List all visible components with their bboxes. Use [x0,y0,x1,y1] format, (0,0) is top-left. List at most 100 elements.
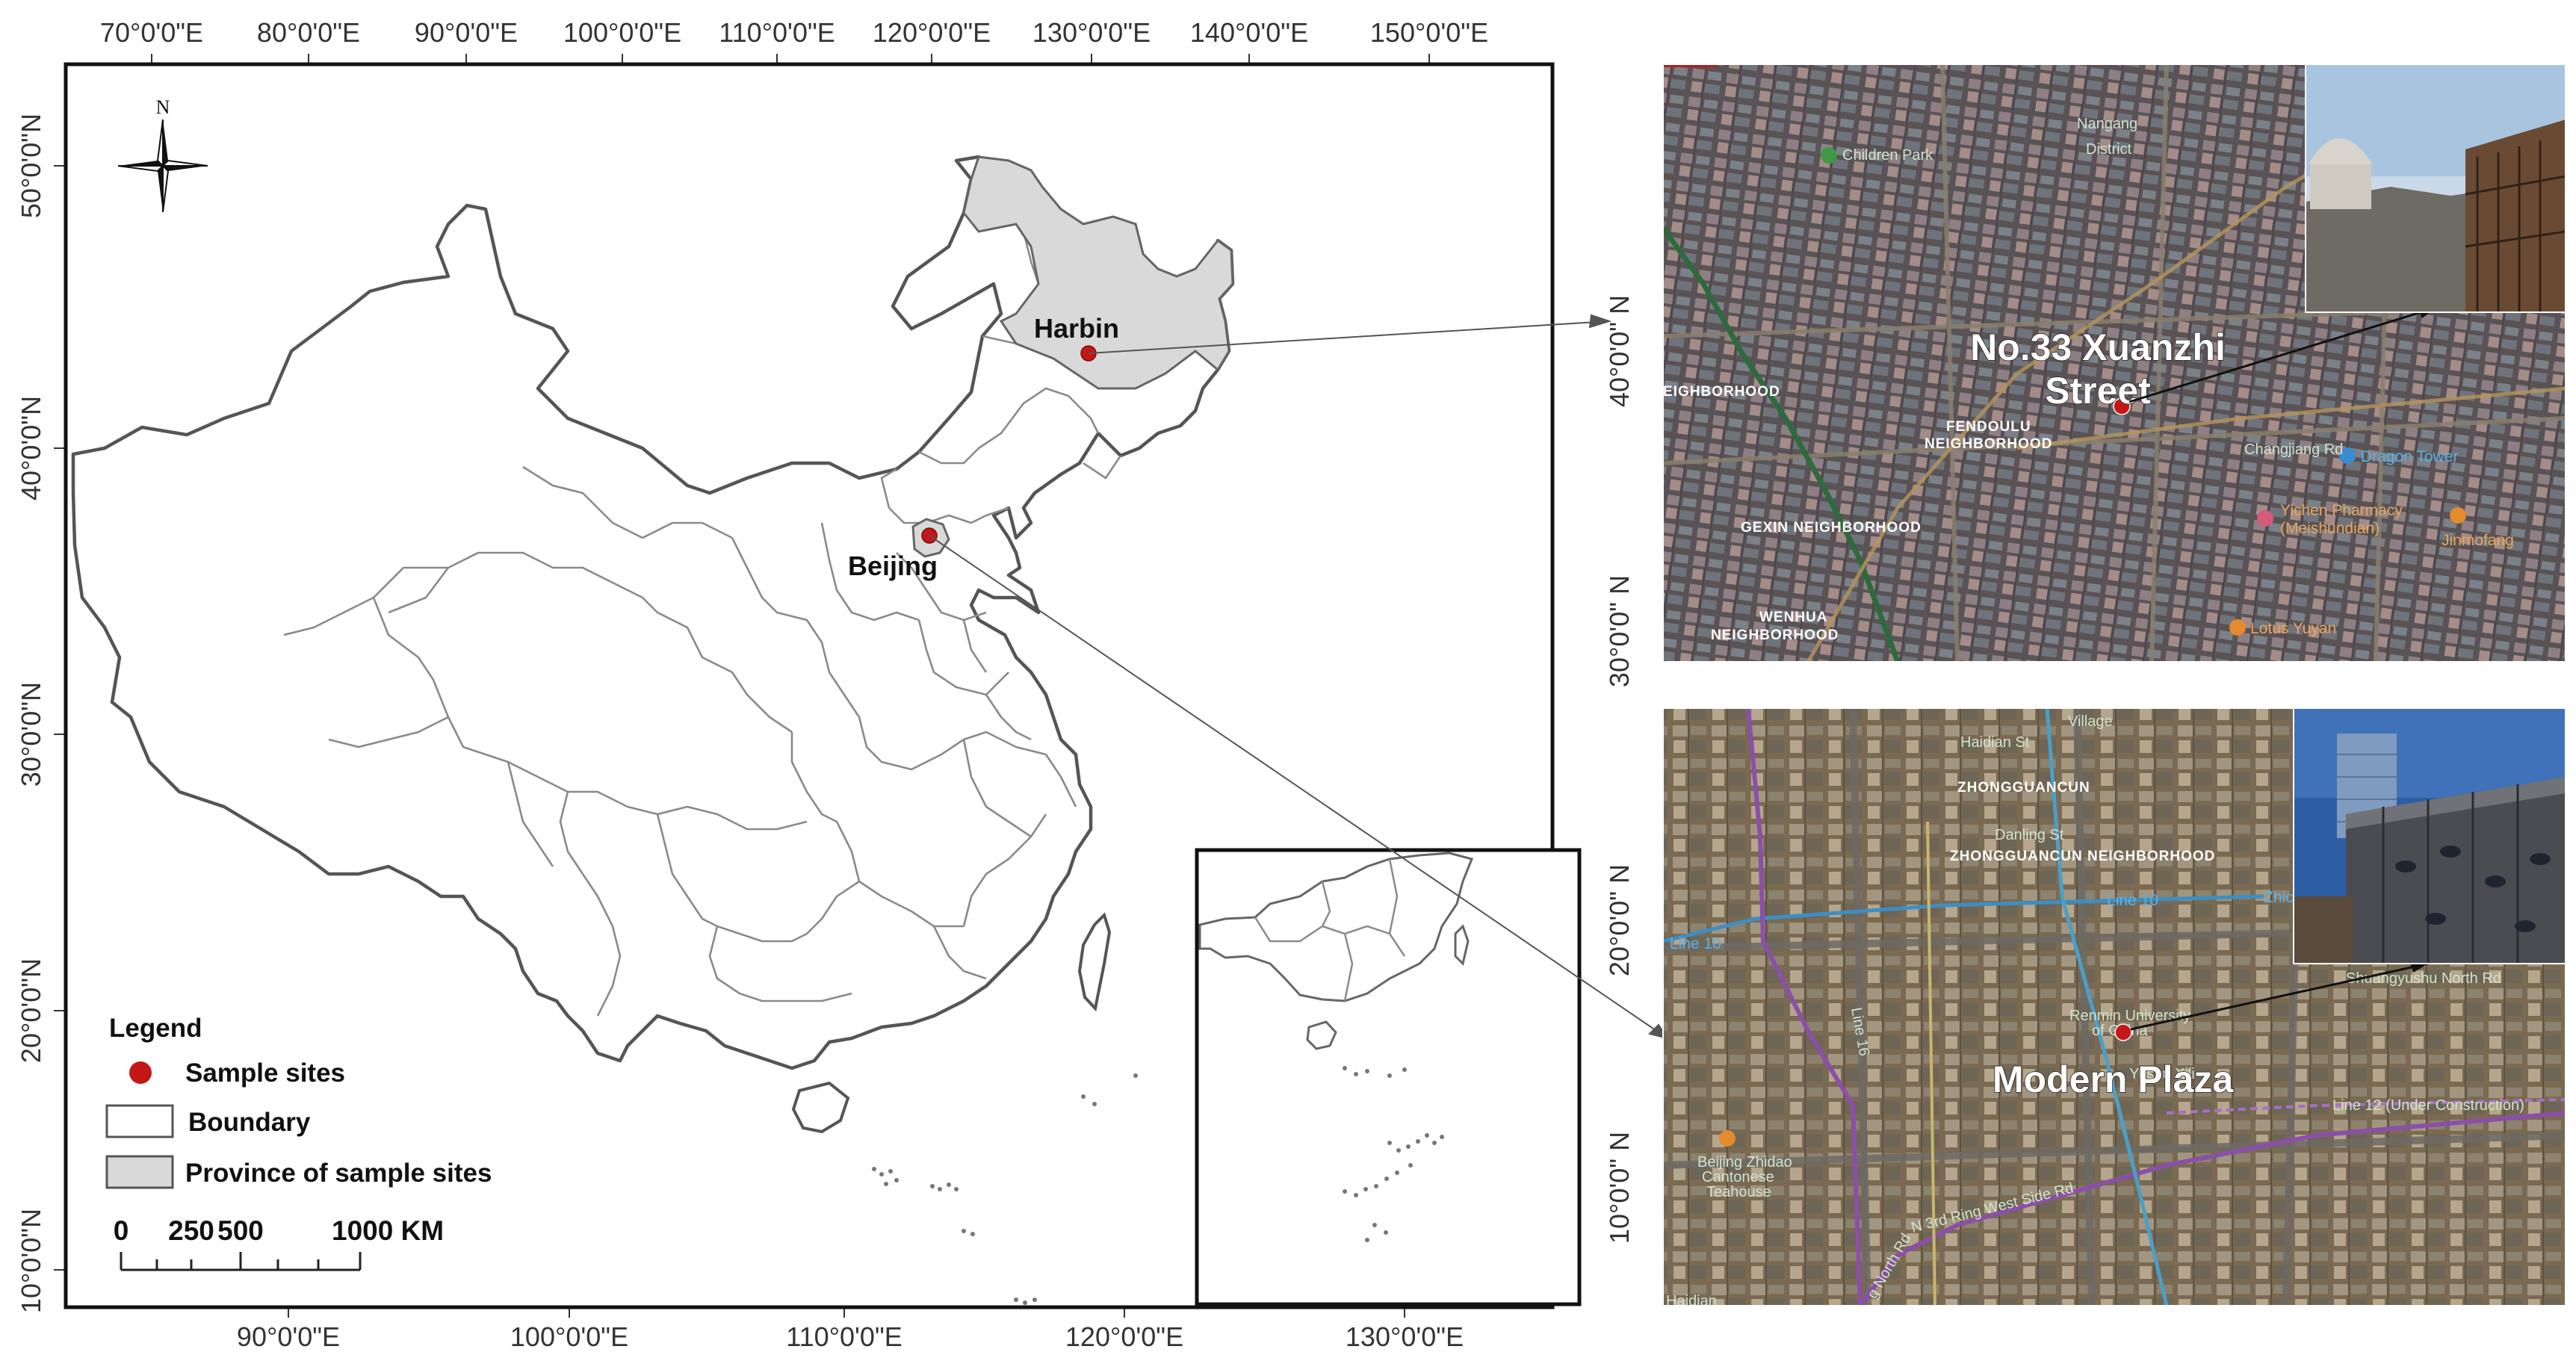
map-label-line12: Line 12 (Under Construction) [2332,1097,2524,1114]
lat-label-right: 20°0'0" N [1604,864,1635,976]
taiwan-island [1077,912,1112,1012]
lon-label: 150°0'0"E [1370,17,1488,48]
poi-food-icon [2229,619,2246,636]
map-label-nangang: Nangang [2077,116,2137,132]
harbin-site-label: No.33 Xuanzhi [1970,326,2226,368]
beijing-site-dot [2114,1023,2132,1041]
harbin-marker: Harbin [1034,313,1119,362]
lon-label: 130°0'0"E [1346,1321,1464,1352]
inset-map [1195,848,1582,1306]
lon-label: 80°0'0"E [257,17,360,48]
harbin-site-photo [2305,64,2566,313]
harbin-satellite-panel: Nangang District Children Park EIGHBORHO… [1663,64,2566,662]
city-label-beijing: Beijing [848,551,938,581]
inset-boundaries [1254,858,1406,1002]
lon-label: 140°0'0"E [1190,17,1308,48]
top-longitude-labels: 70°0'0"E 80°0'0"E 90°0'0"E 100°0'0"E 110… [100,17,1488,48]
lat-label-right: 40°0'0" N [1604,295,1635,407]
map-label-yichen-sub: (Meishundian) [2280,520,2380,537]
map-label-dragon-tower: Dragon Tower [2361,448,2458,465]
map-label-zhich: Zhich [2264,889,2302,906]
left-latitude-labels: 50°0'0"N 40°0'0"N 30°0'0"N 20°0'0"N 10°0… [16,114,46,1313]
harbin-site-dot [2113,397,2131,415]
map-label-neighborhood-left: EIGHBORHOOD [1663,384,1780,400]
map-label-jinmofang: Jinmofang [2442,532,2514,549]
inset-islands [1343,1066,1444,1242]
lon-label: 100°0'0"E [563,17,681,48]
park-icon [1821,147,1837,164]
lat-label: 30°0'0"N [16,682,46,787]
legend-title: Legend [109,1014,202,1043]
map-label-haidian-st: Haidian St [1960,734,2030,751]
south-china-sea-islands [872,1073,1138,1305]
map-label-zgc-neighborhood: ZHONGGUANCUN NEIGHBORHOOD [1950,849,2215,864]
map-label-renmin: Renmin University [2069,1008,2190,1024]
map-label-children-park: Children Park [1842,147,1933,164]
inset-coastline [1198,852,1474,1002]
lat-label-right: 10°0'0" N [1604,1132,1635,1244]
poi-teahouse-icon [1719,1130,1736,1147]
heilongjiang-province-body [962,155,1234,390]
legend-item-boundary: Boundary [188,1108,311,1137]
scale-label-500: 500 [217,1215,264,1246]
scale-label-0: 0 [114,1215,129,1246]
beijing-site-photo [2293,708,2566,964]
scale-bar: 0 250 500 1000 KM [114,1215,444,1271]
lon-label: 90°0'0"E [237,1321,340,1352]
map-label-yushu: Yushu Xili [2129,1066,2195,1082]
lat-label: 40°0'0"N [16,396,46,500]
map-label-wenhua: WENHUA [1759,610,1828,625]
poi-food-icon [2450,507,2466,524]
map-label-zhongguancun: ZHONGGUANCUN [1957,780,2090,796]
map-label-lotus: Lotus Yuyan [2250,620,2336,637]
left-ticks [54,165,66,1271]
lon-label: 120°0'0"E [1065,1321,1183,1352]
beijing-satellite-panel: Village Haidian St ZHONGGUANCUN Danling … [1663,708,2566,1306]
lon-label: 110°0'0"E [786,1321,902,1352]
right-latitude-labels: 40°0'0" N 30°0'0" N 20°0'0" N 10°0'0" N [1604,295,1635,1244]
map-label-yichen: Yichen Pharmacy [2280,502,2403,519]
map-label-village: Village [2068,713,2113,730]
beijing-site-label: Modern Plaza [1993,1058,2234,1100]
scale-label-250: 250 [168,1215,214,1246]
map-label-gexin: GEXIN NEIGHBORHOOD [1741,520,1922,536]
map-label-fendoulu-neighborhood: NEIGHBORHOOD [1925,436,2052,452]
map-label-beijing-zhidao: Beijing Zhidao [1697,1154,1792,1171]
beijing-panel-frame [1662,707,2566,1306]
legend-item-province: Province of sample sites [185,1159,492,1188]
north-arrow-icon: N [117,96,208,213]
top-ticks [151,54,1430,64]
compass-label: N [156,96,170,118]
lat-label: 10°0'0"N [16,1209,46,1313]
map-label-line10-b: Line 10 [2107,892,2158,909]
legend-boundary-swatch [105,1104,174,1138]
harbin-panel-frame [1662,63,2566,663]
china-outline [71,155,1235,1070]
scale-label-end: 1000 KM [332,1215,444,1246]
map-label-danling: Danling St [1995,827,2064,843]
map-label-shuangyushu: Shuangyushu North Rd [2346,970,2501,987]
lon-label: 120°0'0"E [873,17,991,48]
lon-label: 70°0'0"E [100,17,203,48]
map-label-district: District [2086,141,2132,158]
bottom-longitude-labels: 90°0'0"E 100°0'0"E 110°0'0"E 120°0'0"E 1… [237,1321,1464,1352]
legend: Legend Sample sites Boundary Province of… [105,1014,492,1189]
lat-label: 20°0'0"N [16,958,46,1063]
poi-pharmacy-icon [2257,510,2273,527]
map-label-teahouse: Teahouse [1706,1184,1771,1200]
map-label-changjiang: Changjiang Rd [2244,441,2343,458]
inset-taiwan [1454,924,1470,966]
inset-hainan [1306,1020,1337,1050]
lon-label: 110°0'0"E [719,17,835,48]
map-label-line10: Line 10 [1670,935,1721,952]
legend-dot-icon [129,1061,152,1084]
lon-label: 90°0'0"E [415,17,518,48]
hainan-island [791,1081,850,1134]
lon-label: 130°0'0"E [1032,17,1151,48]
lon-label: 100°0'0"E [510,1321,628,1352]
main-map: 70°0'0"E 80°0'0"E 90°0'0"E 100°0'0"E 110… [16,17,1582,1352]
lat-label-right: 30°0'0" N [1604,575,1635,687]
map-label-cantonese: Cantonese [1702,1169,1774,1185]
poi-dragon-tower-icon [2339,447,2356,464]
